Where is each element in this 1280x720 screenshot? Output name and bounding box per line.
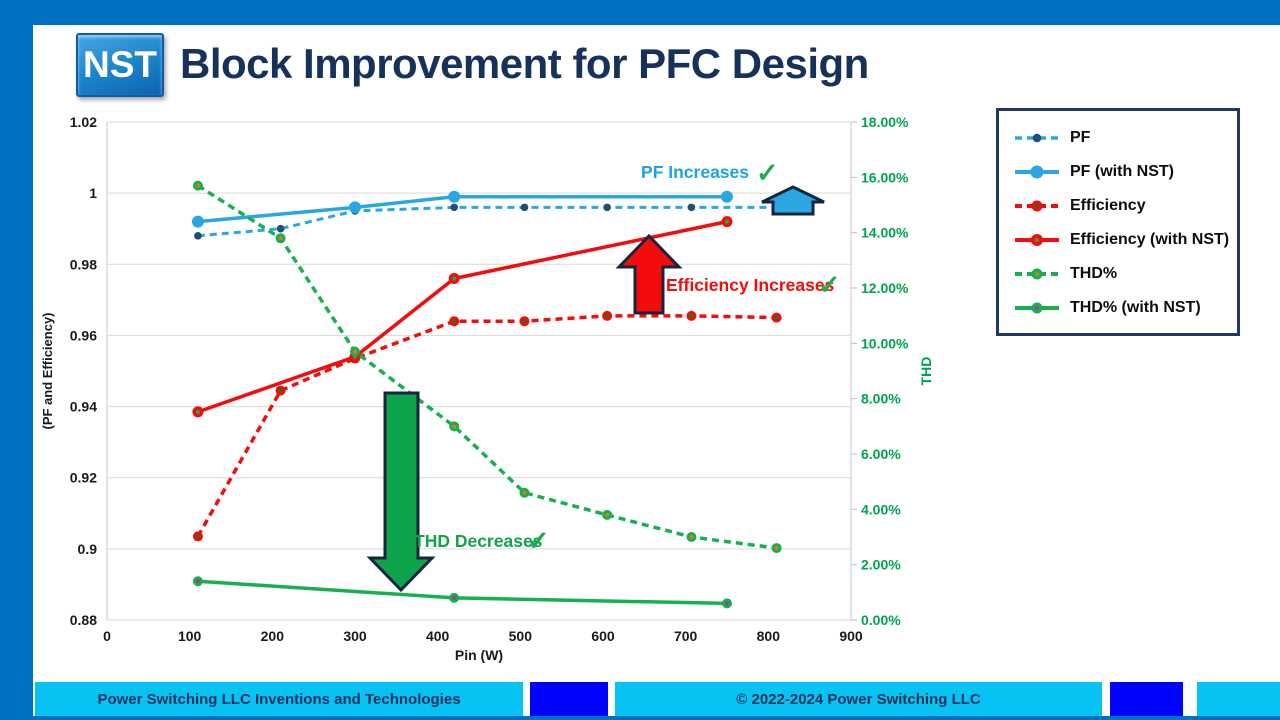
bottom-border-bar [0,716,1280,720]
svg-text:700: 700 [674,628,698,644]
footer-center-block: © 2022-2024 Power Switching LLC [615,682,1102,716]
svg-text:1.02: 1.02 [70,114,97,130]
annotation-pf-increases: PF Increases [641,162,749,182]
svg-text:800: 800 [757,628,781,644]
legend-line-sample [1015,302,1059,314]
svg-text:10.00%: 10.00% [861,335,909,351]
svg-text:14.00%: 14.00% [861,225,909,241]
nst-logo: NST [76,33,164,97]
checkmark-icon: ✓ [756,158,779,188]
legend-line-sample [1015,234,1059,246]
thd-down-arrow [366,391,436,593]
svg-text:900: 900 [839,628,863,644]
svg-text:500: 500 [509,628,533,644]
legend-item-efficiency: Efficiency [1013,189,1237,223]
legend-label: Efficiency (with NST) [1070,231,1230,248]
svg-text:(PF and Efficiency): (PF and Efficiency) [40,312,55,429]
svg-text:6.00%: 6.00% [861,446,901,462]
legend-label: Efficiency [1070,197,1146,214]
svg-text:2.00%: 2.00% [861,557,901,573]
legend-item-pf-with-nst-: PF (with NST) [1013,155,1237,189]
legend-line-sample [1015,165,1059,179]
legend-line-sample [1015,268,1059,280]
footer-left-text: Power Switching LLC Inventions and Techn… [97,690,461,708]
checkmark-icon: ✓ [527,526,550,556]
legend-item-efficiency-with-nst-: Efficiency (with NST) [1013,223,1237,257]
footer-accent-block-2 [1110,682,1183,716]
svg-text:18.00%: 18.00% [861,114,909,130]
svg-text:12.00%: 12.00% [861,280,909,296]
legend-item-pf: PF [1013,121,1237,155]
nst-logo-text: NST [83,44,157,85]
svg-text:THD: THD [918,357,934,386]
legend-line-sample [1015,200,1059,212]
legend-label: THD% (with NST) [1070,299,1201,316]
svg-text:0.98: 0.98 [70,256,97,272]
legend-item-thd-: THD% [1013,257,1237,291]
footer-left-block: Power Switching LLC Inventions and Techn… [35,682,523,716]
svg-text:0.94: 0.94 [70,399,97,415]
svg-text:0.88: 0.88 [70,612,97,628]
legend-line-sample [1015,133,1059,143]
svg-text:1: 1 [89,185,97,201]
legend-item-thd-with-nst-: THD% (with NST) [1013,291,1237,325]
svg-text:0.96: 0.96 [70,327,97,343]
legend-label: PF (with NST) [1070,163,1174,180]
left-border-bar [0,0,33,720]
chart-legend: PF PF (with NST) Efficiency Efficiency (wit… [996,108,1240,336]
annotation-thd-decreases: THD Decreases [414,531,543,551]
svg-text:4.00%: 4.00% [861,501,901,517]
efficiency-up-arrow [615,233,683,315]
footer-right-block [1197,682,1280,716]
pf-up-arrow [761,185,825,216]
legend-label: THD% [1070,265,1118,282]
svg-text:200: 200 [261,628,285,644]
top-border-bar [0,0,1280,25]
checkmark-icon: ✓ [818,270,841,300]
svg-text:16.00%: 16.00% [861,169,909,185]
svg-text:300: 300 [343,628,367,644]
footer-accent-block-1 [530,682,608,716]
svg-text:600: 600 [591,628,615,644]
svg-text:0: 0 [103,628,111,644]
annotation-efficiency-increases: Efficiency Increases [666,275,835,295]
svg-text:100: 100 [178,628,202,644]
footer-copyright-text: © 2022-2024 Power Switching LLC [736,690,981,708]
svg-text:8.00%: 8.00% [861,391,901,407]
svg-text:Pin (W): Pin (W) [455,647,503,663]
legend-label: PF [1070,129,1091,146]
svg-text:0.92: 0.92 [70,470,97,486]
slide-title: Block Improvement for PFC Design [180,40,869,87]
svg-text:400: 400 [426,628,450,644]
svg-text:0.00%: 0.00% [861,612,901,628]
svg-text:0.9: 0.9 [78,541,98,557]
